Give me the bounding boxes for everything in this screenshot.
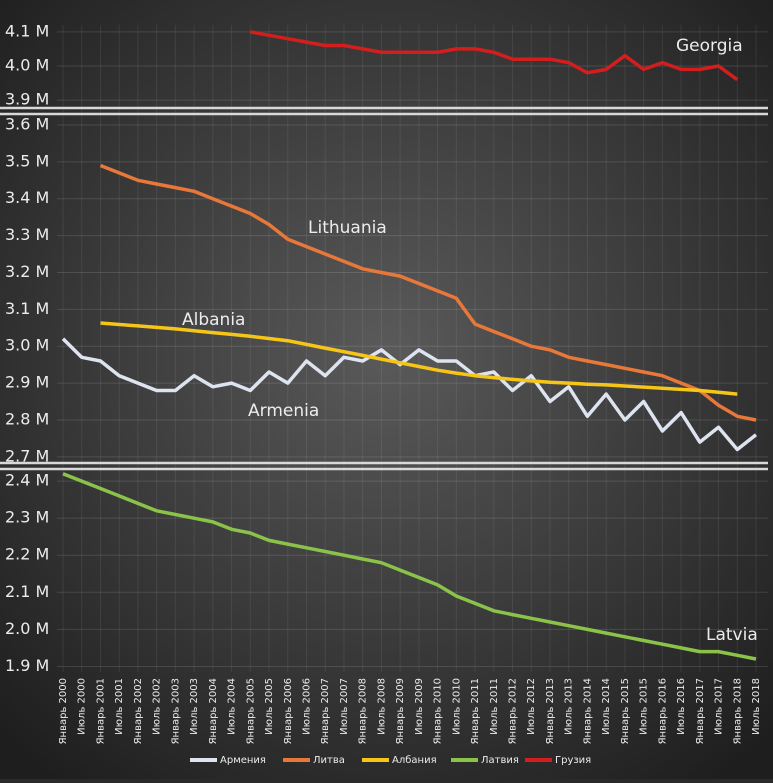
x-tick-label: Январь 2014 [582,678,593,744]
y-tick-label: 2.2 M [5,545,49,564]
x-tick-label: Июль 2013 [564,678,575,735]
y-tick-label: 3.1 M [5,299,49,318]
y-tick-label: 2.1 M [5,582,49,601]
x-tick-label: Январь 2006 [283,678,294,744]
series-line [249,30,739,82]
x-tick-label: Июль 2003 [189,678,200,735]
x-tick-label: Июль 2007 [339,678,350,735]
x-tick-label: Июль 2018 [751,678,762,735]
x-tick-label: Июль 2006 [301,678,312,735]
y-tick-label: 4.1 M [5,21,49,40]
x-tick-label: Июль 2012 [526,678,537,735]
x-tick-label: Июль 2008 [376,678,387,735]
y-tick-label: 3.4 M [5,188,49,207]
legend-label: Грузия [555,755,591,766]
y-tick-label: 3.0 M [5,336,49,355]
y-tick-label: 3.9 M [5,90,49,109]
x-tick-label: Январь 2011 [470,678,481,744]
y-tick-label: 2.9 M [5,373,49,392]
x-tick-label: Июль 2004 [227,678,238,735]
annotation: Albania [182,310,245,330]
x-tick-label: Июль 2005 [264,678,275,735]
y-tick-label: 3.2 M [5,262,49,281]
x-tick-label: Январь 2004 [208,678,219,744]
x-tick-label: Январь 2007 [320,678,331,744]
x-tick-label: Январь 2001 [95,678,106,744]
x-tick-label: Январь 2010 [433,678,444,744]
x-tick-label: Июль 2015 [639,678,650,735]
x-tick-label: Июль 2011 [489,678,500,735]
y-tick-label: 3.3 M [5,225,49,244]
x-tick-label: Июль 2014 [601,678,612,735]
series-line [100,321,738,396]
y-tick-label: 2.8 M [5,409,49,428]
x-tick-label: Январь 2012 [508,678,519,744]
x-tick-label: Январь 2013 [545,678,556,744]
y-tick-label: 4.0 M [5,56,49,75]
x-tick-label: Январь 2002 [133,678,144,744]
x-tick-label: Июль 2010 [451,678,462,735]
x-tick-label: Июль 2016 [676,678,687,735]
x-tick-label: Июль 2017 [714,678,725,735]
x-tick-label: Январь 2008 [358,678,369,744]
x-tick-label: Июль 2001 [114,678,125,735]
x-tick-label: Июль 2002 [152,678,163,735]
x-tick-label: Июль 2000 [77,678,88,735]
x-tick-label: Январь 2016 [657,678,668,744]
legend-label: Армения [220,755,266,766]
x-tick-label: Июль 2009 [414,678,425,735]
y-tick-label: 2.3 M [5,508,49,527]
y-tick-label: 1.9 M [5,656,49,675]
series-line [61,337,758,452]
x-tick-label: Январь 2009 [395,678,406,744]
annotation: Armenia [248,401,319,421]
x-tick-label: Январь 2000 [58,678,69,744]
annotation: Lithuania [308,218,387,238]
annotation: Latvia [706,625,758,645]
y-tick-label: 2.7 M [5,446,49,465]
x-tick-label: Январь 2003 [170,678,181,744]
y-tick-label: 3.6 M [5,114,49,133]
legend-label: Латвия [481,755,519,766]
y-tick-label: 2.0 M [5,619,49,638]
y-tick-label: 3.5 M [5,151,49,170]
legend-label: Албания [392,755,437,766]
x-tick-label: Январь 2018 [732,678,743,744]
series-line [99,163,757,422]
x-tick-label: Январь 2017 [695,678,706,744]
y-tick-label: 2.4 M [5,471,49,490]
annotation: Georgia [676,36,743,56]
x-tick-label: Январь 2015 [620,678,631,744]
legend-label: Литва [313,755,345,766]
series-line [62,472,757,661]
x-tick-label: Январь 2005 [245,678,256,744]
